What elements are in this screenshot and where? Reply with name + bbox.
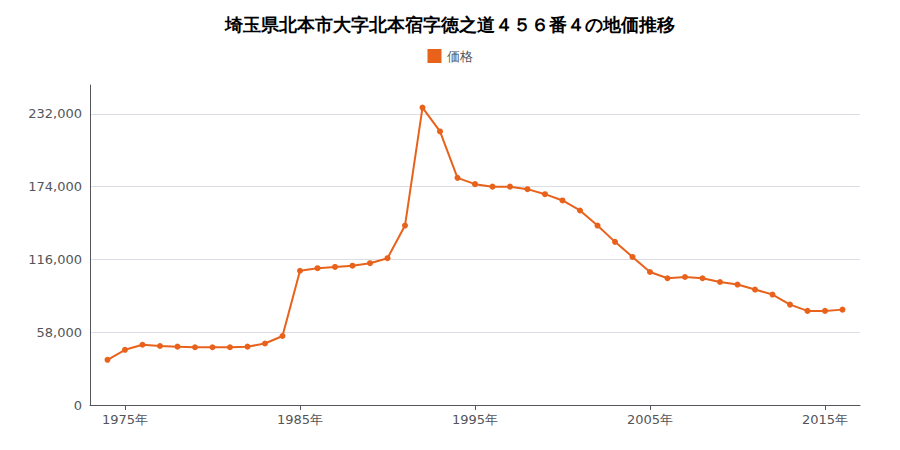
svg-text:1975年: 1975年 xyxy=(102,412,148,427)
svg-text:2015年: 2015年 xyxy=(802,412,848,427)
svg-text:1985年: 1985年 xyxy=(277,412,323,427)
svg-text:0: 0 xyxy=(74,398,82,413)
svg-text:232,000: 232,000 xyxy=(28,106,82,121)
svg-text:58,000: 58,000 xyxy=(37,325,83,340)
svg-text:174,000: 174,000 xyxy=(28,179,82,194)
svg-text:埼玉県北本市大字北本宿字徳之道４５６番４の地価推移: 埼玉県北本市大字北本宿字徳之道４５６番４の地価推移 xyxy=(224,14,675,35)
svg-text:価格: 価格 xyxy=(447,49,473,64)
svg-text:1995年: 1995年 xyxy=(452,412,498,427)
svg-text:116,000: 116,000 xyxy=(28,252,82,267)
svg-text:2005年: 2005年 xyxy=(627,412,673,427)
